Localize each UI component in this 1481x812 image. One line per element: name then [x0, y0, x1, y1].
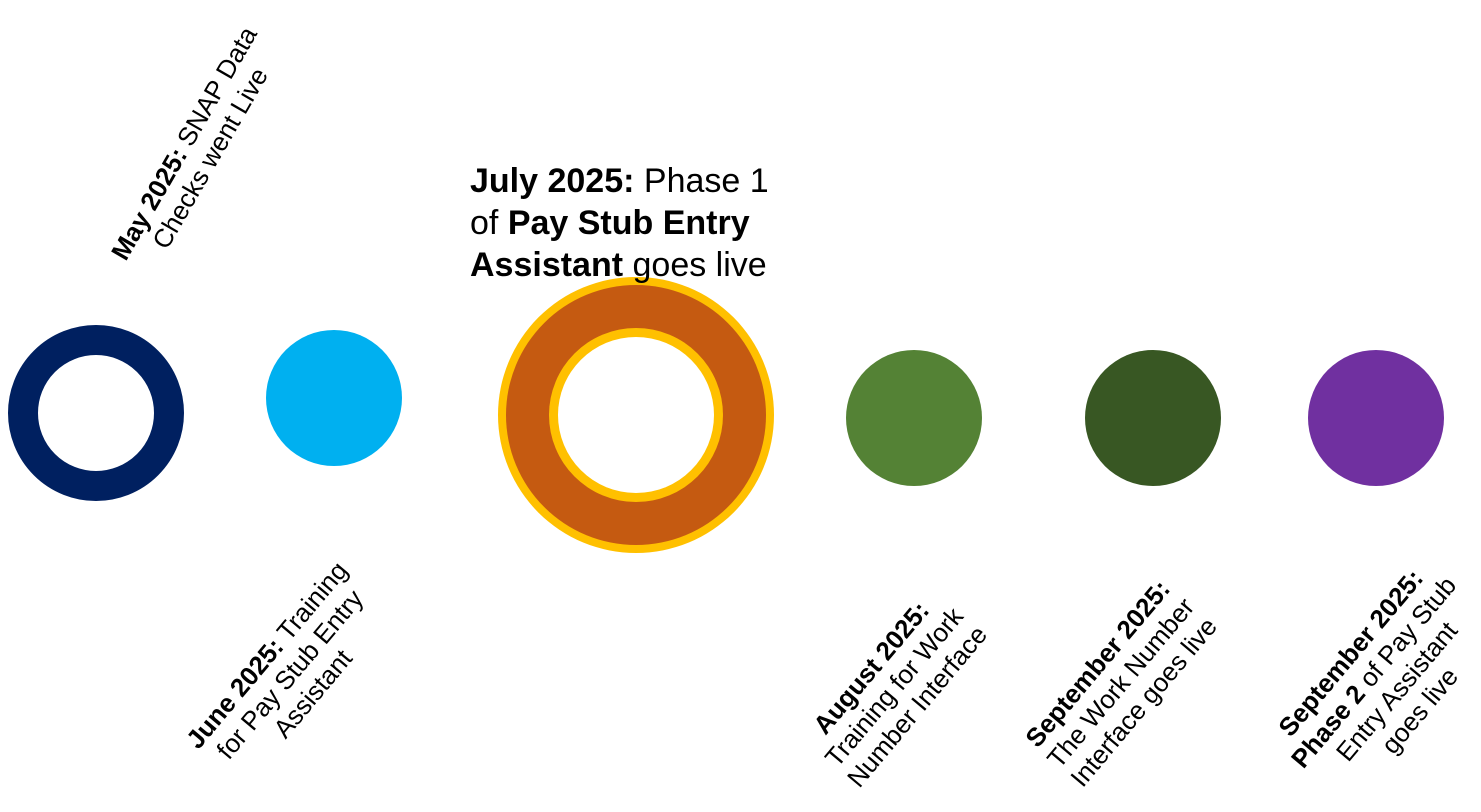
- milestone-text-july-2025-4: Assistant: [470, 246, 624, 284]
- milestone-marker-september-2025-b: [1308, 350, 1444, 486]
- milestone-marker-july-2025-center: [558, 337, 714, 493]
- milestone-text-july-2025-2: of: [470, 204, 508, 242]
- milestone-label-july-2025: July 2025: Phase 1 of Pay Stub Entry Ass…: [470, 160, 810, 286]
- milestone-text-july-2025-3: Pay Stub Entry: [507, 204, 750, 242]
- milestone-date-july-2025: July 2025:: [470, 162, 635, 200]
- milestone-text-july-2025-1: Phase 1: [634, 162, 769, 200]
- milestone-marker-june-2025: [266, 330, 402, 466]
- milestone-text-july-2025-5: goes live: [623, 246, 767, 284]
- milestone-timeline: May 2025: SNAP Data Checks went Live Jun…: [8, 21, 1464, 793]
- milestone-marker-august-2025: [846, 350, 982, 486]
- milestone-marker-may-2025: [8, 325, 184, 501]
- milestone-marker-september-2025-a: [1085, 350, 1221, 486]
